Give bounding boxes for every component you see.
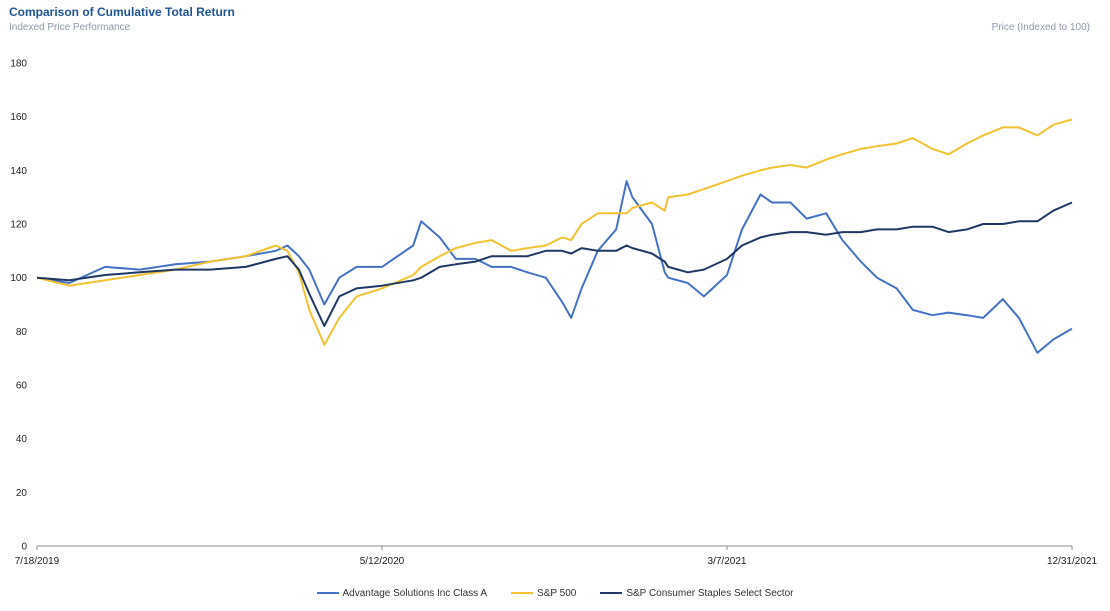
- legend-label: Advantage Solutions Inc Class A: [342, 587, 488, 599]
- y-tick-label: 20: [16, 488, 28, 499]
- x-axis: 7/18/2019 5/12/2020 3/7/2021 12/31/2021: [15, 545, 1097, 567]
- y-axis-unit-label: Price (Indexed to 100): [991, 22, 1090, 33]
- y-tick-label: 180: [10, 59, 27, 70]
- y-tick-label: 160: [10, 112, 27, 123]
- series-line-2: [36, 201, 1073, 327]
- y-tick-label: 80: [16, 327, 28, 338]
- x-tick-label: 3/7/2021: [708, 556, 747, 567]
- y-tick-label: 60: [16, 381, 28, 392]
- legend-label: S&P 500: [537, 587, 577, 599]
- legend-item-1: S&P 500: [511, 588, 576, 599]
- legend-item-0: Advantage Solutions Inc Class A: [316, 587, 488, 599]
- series-line-0: [36, 180, 1073, 354]
- legend-swatch: [600, 592, 623, 594]
- chart-subtitle: Indexed Price Performance: [9, 22, 131, 33]
- legend-swatch: [316, 592, 339, 594]
- legend-label: S&P Consumer Staples Select Sector: [626, 587, 794, 599]
- y-tick-label: 0: [21, 542, 27, 553]
- y-axis: 0 20 40 60 80 100 120 140 160 180: [10, 59, 27, 553]
- y-tick-label: 140: [10, 166, 27, 177]
- legend-item-2: S&P Consumer Staples Select Sector: [600, 588, 793, 599]
- series-lines: [36, 118, 1073, 354]
- legend-swatch: [511, 592, 534, 594]
- y-tick-label: 100: [10, 273, 27, 284]
- y-tick-label: 40: [16, 434, 28, 445]
- y-tick-label: 120: [10, 220, 27, 231]
- x-tick-label: 5/12/2020: [360, 556, 405, 567]
- x-tick-label: 7/18/2019: [15, 556, 60, 567]
- x-tick-label: 12/31/2021: [1047, 556, 1097, 567]
- series-line-1: [36, 118, 1073, 346]
- chart-legend: Advantage Solutions Inc Class A S&P 500 S&…: [0, 586, 1110, 599]
- chart-title: Comparison of Cumulative Total Return: [9, 5, 235, 19]
